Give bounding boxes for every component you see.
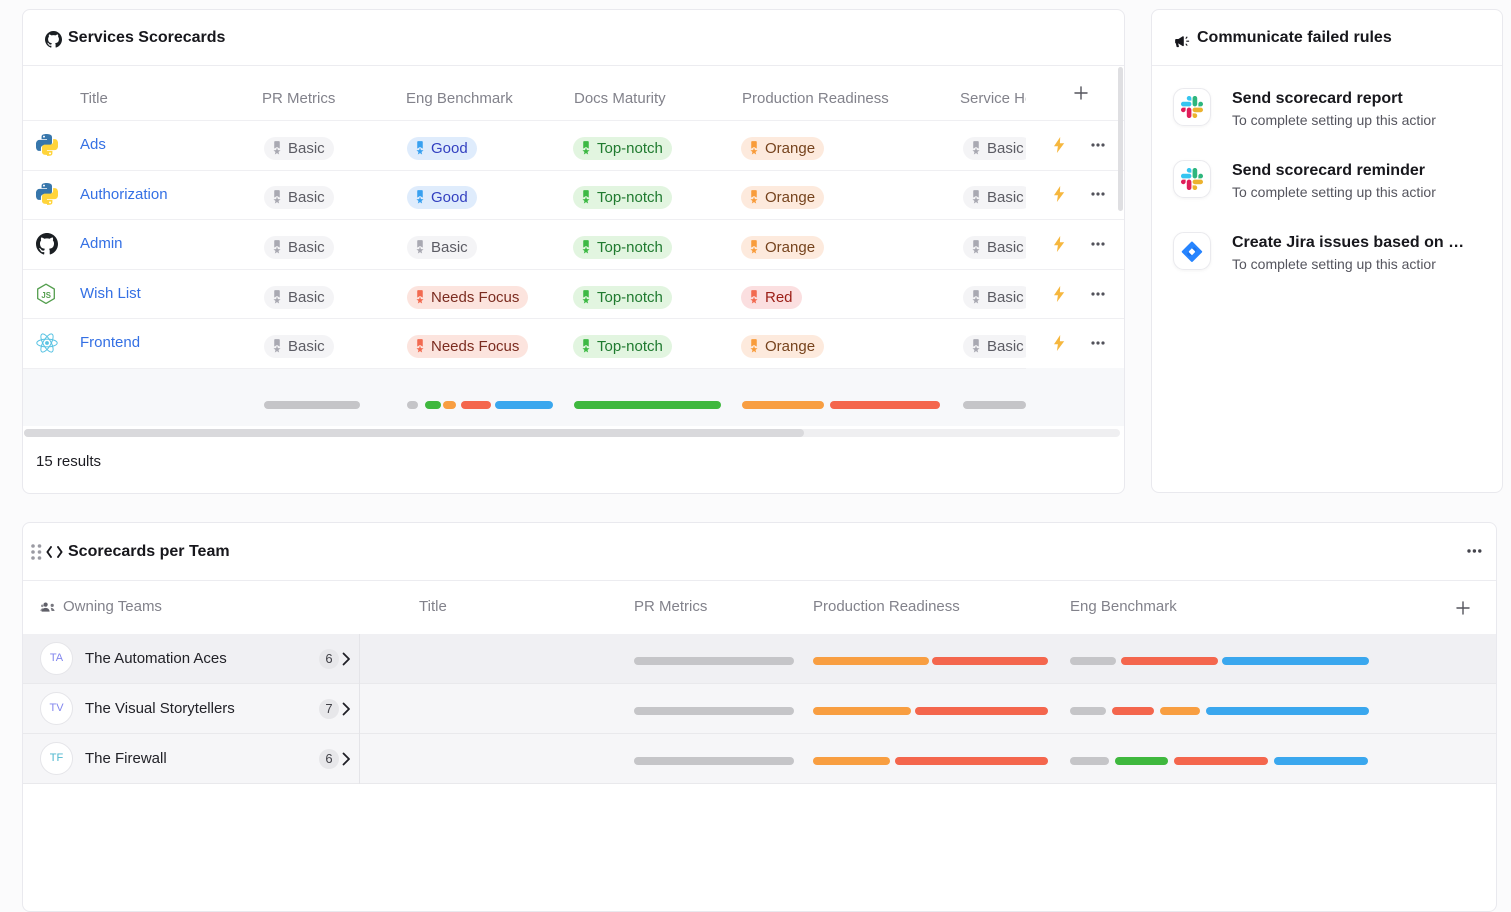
svg-text:JS: JS: [41, 290, 51, 299]
